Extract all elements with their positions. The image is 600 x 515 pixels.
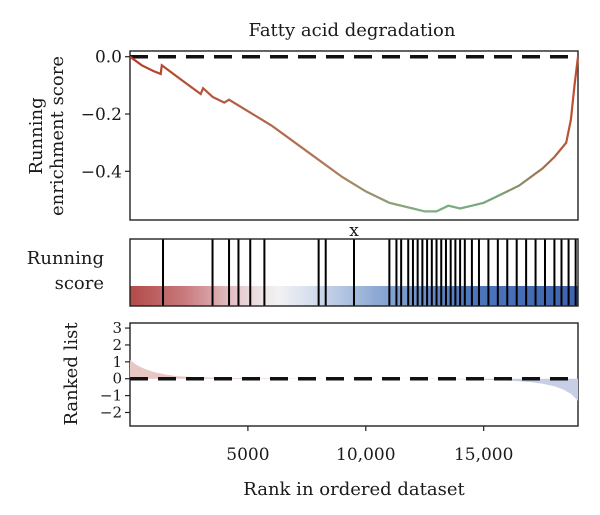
x-tick-label: 15,000 <box>454 445 513 465</box>
enrichment-panel-frame <box>129 50 579 221</box>
ranked-y-tick-label: 2 <box>112 336 122 354</box>
ranked-positive-area <box>130 360 366 379</box>
x-axis-ticks: 5000 10,000 15,000 <box>226 426 513 465</box>
ranked-y-tick-label: 3 <box>112 319 122 337</box>
enrichment-y-tick-label: −0.2 <box>81 105 122 125</box>
hits-panel: x Running score <box>27 221 579 307</box>
hits-ylabel-line1: Running <box>27 248 104 269</box>
chart-title: Fatty acid degradation <box>249 20 456 41</box>
x-axis-label: Rank in ordered dataset <box>243 479 465 500</box>
hits-marker-label: x <box>349 221 359 241</box>
enrichment-y-tick-label: −0.4 <box>81 162 122 182</box>
ranked-y-tick-label: −2 <box>100 403 122 421</box>
x-tick-label: 5000 <box>226 445 269 465</box>
hit-lines <box>162 239 577 306</box>
x-tick-label: 10,000 <box>336 445 395 465</box>
ranked-y-tick-label: −1 <box>100 387 122 405</box>
enrichment-score-line <box>129 55 580 213</box>
hits-panel-frame <box>129 238 579 307</box>
ranked-y-tick-label: 1 <box>112 353 122 371</box>
ranked-ylabel: Ranked list <box>61 322 82 426</box>
hits-ylabel-line2: score <box>55 273 104 294</box>
ranked-panel-frame <box>129 322 579 427</box>
enrichment-ylabel-line2: enrichment score <box>47 56 68 216</box>
enrichment-y-ticks: 0.0 −0.2 −0.4 <box>81 48 130 182</box>
ranked-y-tick-label: 0 <box>112 370 122 388</box>
enrichment-y-tick-label: 0.0 <box>95 48 122 68</box>
enrichment-ylabel-line1: Running <box>26 97 47 174</box>
ranked-negative-area <box>365 378 578 401</box>
enrichment-panel: 0.0 −0.2 −0.4 Running enrichment score <box>26 48 580 221</box>
